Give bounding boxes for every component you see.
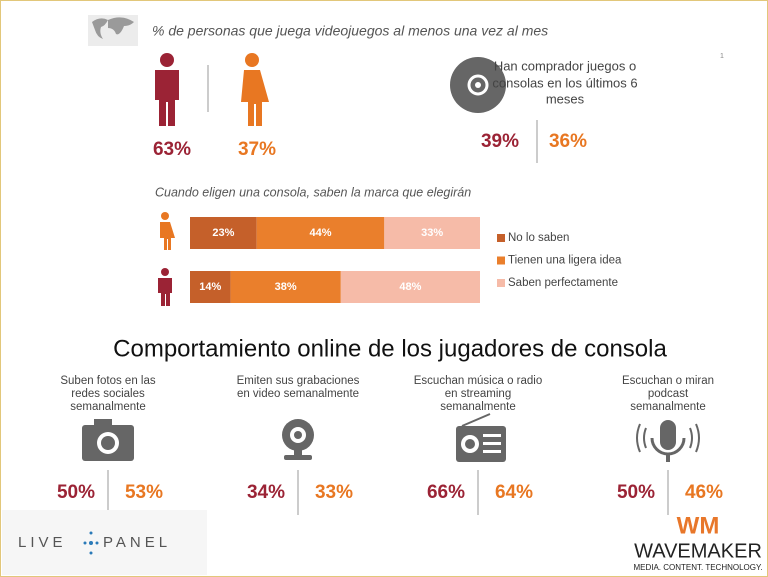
logo-right: WAVEMAKER	[634, 540, 762, 562]
item-label: Escuchan música o radio	[414, 375, 542, 387]
logo-tagline: MEDIA. CONTENT. TECHNOLOGY.	[633, 563, 762, 572]
female-pct: 37%	[238, 139, 276, 160]
page-number: 1	[720, 53, 724, 60]
legend-swatch	[497, 234, 505, 242]
item-label: redes sociales	[71, 388, 145, 400]
subtitle: Cuando eligen una consola, saben la marc…	[155, 185, 471, 199]
item-label: semanalmente	[630, 401, 705, 413]
camera-icon	[82, 419, 134, 461]
bar-segment	[340, 271, 480, 303]
item-label: semanalmente	[70, 401, 145, 413]
female-pct: 33%	[315, 482, 353, 503]
female-icon	[160, 212, 175, 250]
purchase-text: Han comprador juegos o	[494, 58, 636, 73]
bar-label: 33%	[421, 227, 443, 239]
female-pct: 64%	[495, 482, 533, 503]
item-label: Escuchan o miran	[622, 375, 714, 387]
purchase-text: meses	[546, 91, 585, 106]
purchase-text: consolas en los últimos 6	[492, 75, 637, 90]
title: % de personas que juega videojuegos al m…	[152, 23, 548, 39]
male-pct: 34%	[247, 482, 285, 503]
male-pct: 66%	[427, 482, 465, 503]
bar-label: 44%	[309, 227, 331, 239]
bar-label: 14%	[199, 281, 221, 293]
male-pct: 50%	[57, 482, 95, 503]
bar-label: 38%	[275, 281, 297, 293]
male-pct: 63%	[153, 139, 191, 160]
bar-segment	[230, 271, 341, 303]
legend-label: No lo saben	[508, 232, 569, 244]
male-icon	[155, 53, 179, 126]
mic-icon	[636, 420, 700, 462]
item-label: Suben fotos en las	[60, 375, 156, 387]
logo-left: PANEL	[103, 534, 171, 551]
radio-icon	[456, 413, 506, 462]
male-icon	[158, 268, 172, 306]
disc-icon	[450, 57, 506, 113]
legend-swatch	[497, 256, 505, 265]
section-title: Comportamiento online de los jugadores d…	[113, 335, 667, 362]
logo-bg	[2, 510, 207, 575]
item-label: en streaming	[445, 388, 511, 400]
bar-segment	[256, 217, 385, 249]
female-pct: 36%	[549, 131, 587, 152]
logo-star	[83, 531, 99, 555]
bar-label: 48%	[399, 281, 421, 293]
female-pct: 46%	[685, 482, 723, 503]
item-label: Emiten sus grabaciones	[237, 375, 360, 387]
item-label: podcast	[648, 388, 689, 400]
legend-swatch	[497, 279, 505, 287]
item-label: en video semanalmente	[237, 388, 359, 400]
male-pct: 39%	[481, 131, 519, 152]
bar-segment	[384, 217, 480, 249]
bar-segment	[190, 217, 257, 249]
bar-label: 23%	[212, 227, 234, 239]
female-pct: 53%	[125, 482, 163, 503]
item-label: semanalmente	[440, 401, 515, 413]
world-icon	[88, 15, 138, 46]
male-pct: 50%	[617, 482, 655, 503]
logo-left: LIVE	[18, 534, 67, 551]
female-icon	[241, 53, 269, 126]
logo-mark: WM	[677, 512, 720, 539]
legend-label: Tienen una ligera idea	[508, 255, 622, 267]
webcam-icon	[282, 419, 314, 460]
bar-segment	[190, 271, 231, 303]
legend-label: Saben perfectamente	[508, 277, 618, 289]
